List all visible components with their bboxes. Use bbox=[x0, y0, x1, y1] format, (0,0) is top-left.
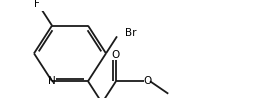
Text: Br: Br bbox=[125, 28, 136, 38]
Text: N: N bbox=[48, 76, 56, 86]
Text: O: O bbox=[143, 76, 151, 86]
Text: O: O bbox=[112, 50, 120, 60]
Text: F: F bbox=[34, 0, 40, 9]
